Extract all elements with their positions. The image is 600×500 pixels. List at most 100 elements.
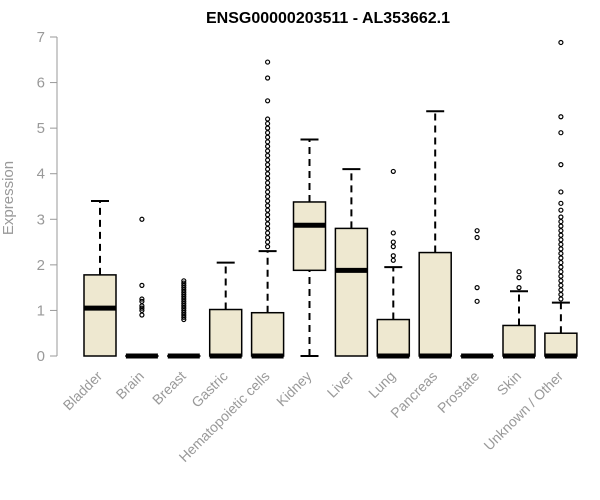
- outlier-point: [265, 216, 271, 222]
- outlier-point: [390, 230, 396, 236]
- outlier-point: [181, 280, 187, 286]
- outlier-point: [139, 296, 145, 302]
- outlier-point: [265, 184, 271, 190]
- outlier-point: [265, 207, 271, 213]
- outlier-point: [265, 230, 271, 236]
- outlier-point: [265, 139, 271, 145]
- outlier-point: [265, 116, 271, 122]
- outlier-point: [265, 134, 271, 140]
- outlier-point: [516, 275, 522, 281]
- category-label: Prostate: [434, 368, 482, 416]
- box-body: [376, 318, 411, 357]
- outlier-point: [265, 120, 271, 127]
- box-2: [167, 278, 201, 359]
- outlier-point: [558, 282, 564, 288]
- chart-title: ENSG00000203511 - AL353662.1: [206, 10, 450, 27]
- box-4: [250, 59, 285, 359]
- box-7: [376, 168, 411, 359]
- box-9: [460, 228, 494, 359]
- box-3: [208, 261, 243, 359]
- y-tick-label: 4: [37, 166, 45, 183]
- outlier-point: [265, 221, 271, 227]
- outlier-point: [558, 296, 564, 302]
- outlier-point: [265, 59, 271, 65]
- box-10: [502, 269, 536, 359]
- y-tick-label: 6: [37, 75, 45, 92]
- category-label: Breast: [149, 368, 189, 408]
- outlier-point: [265, 171, 271, 177]
- category-label: Brain: [113, 368, 147, 402]
- outlier-point: [181, 278, 187, 284]
- outlier-point: [558, 214, 564, 220]
- outlier-point: [558, 200, 564, 206]
- outlier-point: [558, 264, 564, 270]
- box-body: [292, 201, 327, 272]
- outlier-point: [265, 175, 271, 181]
- outlier-point: [265, 180, 271, 186]
- outlier-point: [558, 278, 564, 284]
- y-tick-label: 1: [37, 302, 45, 319]
- outlier-point: [558, 241, 564, 247]
- category-label: Bladder: [60, 368, 106, 414]
- outlier-point: [390, 239, 396, 245]
- outlier-point: [558, 237, 564, 243]
- outlier-point: [139, 298, 145, 304]
- outlier-point: [558, 162, 564, 168]
- outlier-point: [558, 246, 564, 252]
- outlier-point: [558, 273, 564, 279]
- box-6: [334, 168, 369, 357]
- outlier-point: [516, 269, 522, 275]
- outlier-point: [558, 189, 564, 195]
- outlier-point: [390, 244, 396, 250]
- box-0: [83, 200, 117, 357]
- box-body: [334, 227, 369, 357]
- outlier-point: [139, 312, 145, 318]
- box-8: [418, 110, 452, 359]
- outlier-point: [265, 189, 271, 195]
- outlier-point: [265, 239, 271, 245]
- box-1: [125, 216, 159, 359]
- box-body: [502, 324, 536, 357]
- y-axis-label: Expression: [0, 161, 17, 235]
- box-body: [250, 311, 285, 357]
- outlier-point: [558, 130, 564, 136]
- outlier-point: [265, 244, 271, 250]
- outlier-point: [139, 305, 145, 311]
- outlier-point: [390, 257, 396, 263]
- outlier-point: [265, 130, 271, 136]
- outlier-point: [558, 287, 564, 293]
- outlier-point: [474, 285, 480, 291]
- outlier-point: [474, 228, 480, 234]
- outlier-point: [265, 234, 271, 241]
- outlier-point: [265, 225, 271, 231]
- y-tick-label: 5: [37, 120, 45, 137]
- outlier-point: [265, 148, 271, 154]
- category-label: Kidney: [273, 368, 315, 410]
- outlier-point: [558, 255, 564, 261]
- box-11: [544, 39, 578, 359]
- outlier-point: [139, 282, 145, 288]
- y-tick-label: 2: [37, 257, 45, 274]
- outlier-point: [265, 212, 271, 218]
- outlier-point: [265, 98, 271, 104]
- outlier-point: [265, 125, 271, 131]
- outlier-point: [558, 228, 564, 234]
- box-body: [544, 332, 578, 357]
- outlier-point: [558, 232, 564, 238]
- outlier-point: [265, 157, 271, 163]
- category-label: Lung: [365, 368, 398, 401]
- y-tick-label: 0: [37, 348, 45, 365]
- outlier-point: [558, 114, 564, 120]
- outlier-point: [474, 298, 480, 304]
- box-body: [83, 274, 117, 357]
- y-axis: 0 1 2 3 4 5 6 7: [37, 29, 58, 365]
- category-label: Pancreas: [387, 368, 440, 421]
- category-label: Unknown / Other: [480, 368, 566, 454]
- outlier-point: [390, 168, 396, 175]
- box-5: [292, 138, 327, 357]
- outlier-point: [265, 166, 271, 172]
- outlier-point: [265, 152, 271, 159]
- boxes-group: [83, 39, 578, 359]
